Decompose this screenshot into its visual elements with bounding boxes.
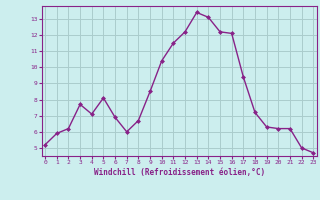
X-axis label: Windchill (Refroidissement éolien,°C): Windchill (Refroidissement éolien,°C) — [94, 168, 265, 177]
